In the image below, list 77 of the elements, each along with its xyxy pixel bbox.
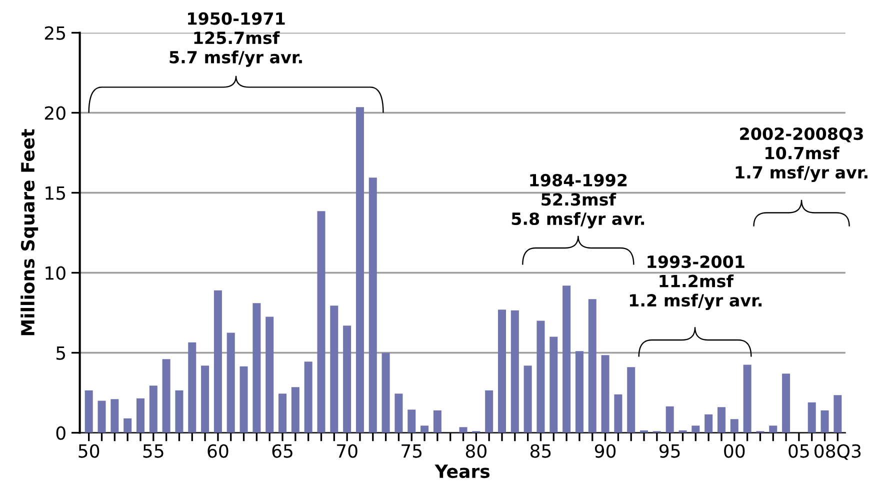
bar xyxy=(252,303,261,433)
y-axis-title: Millions Square Feet xyxy=(20,129,38,336)
x-tick-label: 80 xyxy=(466,444,486,458)
bar xyxy=(188,342,196,433)
bar xyxy=(575,351,584,433)
x-tick-label: 60 xyxy=(208,444,228,458)
y-tick-label: 5 xyxy=(56,346,66,360)
bar xyxy=(201,366,210,433)
bar xyxy=(601,355,610,433)
bar xyxy=(136,398,144,433)
bar xyxy=(266,316,274,433)
x-tick-label: 90 xyxy=(594,444,616,458)
bar xyxy=(743,364,752,433)
x-tick-label: 00 xyxy=(724,444,745,458)
x-tick-label: 70 xyxy=(337,444,358,458)
x-axis-title: Years xyxy=(434,464,490,478)
bar xyxy=(110,399,119,433)
x-tick-label: 05 xyxy=(788,444,809,458)
bar xyxy=(550,336,558,433)
bar xyxy=(433,410,442,433)
bar xyxy=(717,407,726,433)
bar xyxy=(498,310,506,433)
bar xyxy=(382,352,390,433)
bar xyxy=(304,362,312,433)
bar xyxy=(226,332,235,433)
bar xyxy=(459,427,468,433)
bar xyxy=(692,426,700,433)
bar xyxy=(149,386,158,433)
bar xyxy=(614,394,622,433)
bar xyxy=(834,395,842,433)
bar xyxy=(343,326,352,433)
bar xyxy=(124,418,132,433)
bar xyxy=(278,394,287,433)
bar xyxy=(317,211,326,433)
bar xyxy=(820,410,829,433)
bar xyxy=(666,406,674,433)
bar xyxy=(408,410,416,433)
bar xyxy=(730,419,738,433)
bar xyxy=(394,394,403,433)
annotation: 1984-1992 52.3msf 5.8 msf/yr avr. xyxy=(512,174,644,228)
bar xyxy=(510,310,519,433)
x-tick-label: 50 xyxy=(78,444,100,458)
bar xyxy=(175,390,184,433)
bar xyxy=(588,299,596,433)
annotation: 1993-2001 11.2msf 1.2 msf/yr avr. xyxy=(630,255,762,310)
x-tick-label: 08Q3 xyxy=(814,444,861,460)
y-tick-label: 0 xyxy=(56,426,66,440)
bar xyxy=(485,390,494,433)
bar xyxy=(162,359,170,433)
bar xyxy=(536,320,545,433)
bar xyxy=(356,107,364,433)
x-tick-label: 95 xyxy=(659,444,680,458)
bar xyxy=(214,290,222,433)
bar xyxy=(562,286,571,433)
y-tick-label: 25 xyxy=(44,26,66,40)
annotation: 1950-1971 125.7msf 5.7 msf/yr avr. xyxy=(170,12,302,67)
bar xyxy=(808,402,816,433)
y-tick-label: 10 xyxy=(46,266,66,280)
y-tick-label: 15 xyxy=(46,186,66,200)
bar xyxy=(291,387,300,433)
x-tick-label: 85 xyxy=(530,444,551,458)
bar xyxy=(782,374,790,433)
bar xyxy=(704,414,713,433)
bar xyxy=(769,426,778,433)
bar xyxy=(627,367,636,433)
bar xyxy=(368,178,377,433)
y-tick-label: 20 xyxy=(44,106,66,120)
bar xyxy=(98,400,106,433)
x-tick-label: 65 xyxy=(272,444,292,458)
x-tick-label: 55 xyxy=(143,444,164,458)
bar xyxy=(330,306,338,433)
bar xyxy=(240,366,248,433)
bar xyxy=(420,426,429,433)
bar xyxy=(84,390,93,433)
bar xyxy=(524,366,532,433)
x-tick-label: 75 xyxy=(402,444,422,458)
annotation: 2002-2008Q3 10.7msf 1.7 msf/yr avr. xyxy=(736,127,868,182)
